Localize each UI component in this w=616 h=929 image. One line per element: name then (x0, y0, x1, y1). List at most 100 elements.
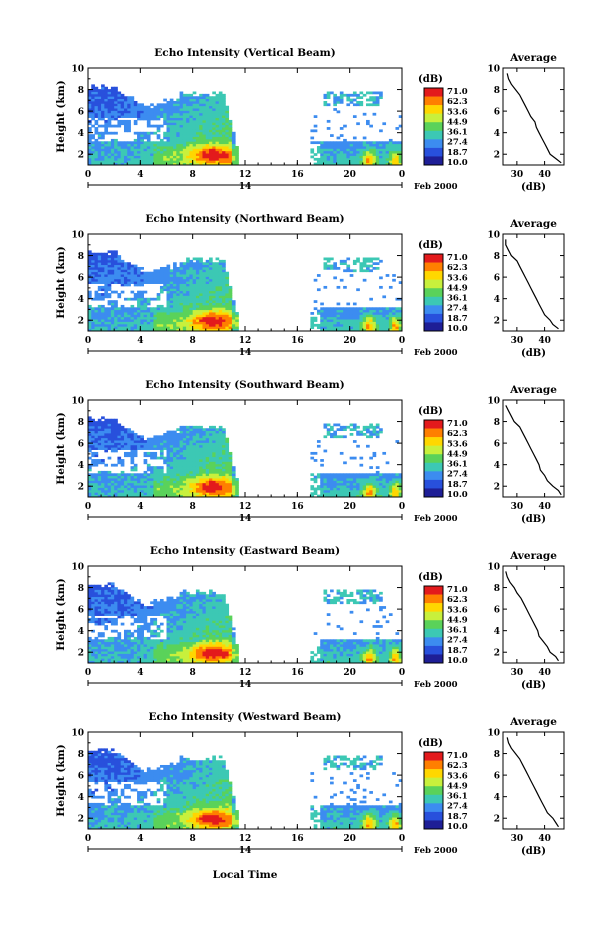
heatmap-cell (179, 285, 184, 289)
heatmap-cell (146, 153, 151, 156)
heatmap-cell (398, 323, 403, 327)
heatmap-cell (107, 264, 112, 268)
heatmap-cell (169, 162, 174, 166)
date-label: Feb 2000 (414, 348, 458, 358)
heatmap-cell (212, 461, 216, 465)
heatmap-cell (114, 250, 118, 254)
heatmap-cell (372, 425, 377, 429)
heatmap-cell (222, 293, 226, 296)
heatmap-cell (225, 293, 230, 296)
heatmap-cell (163, 122, 167, 126)
heatmap-cell (372, 155, 377, 159)
heatmap-cell (222, 470, 226, 474)
heatmap-cell (107, 326, 112, 330)
heatmap-cell (209, 432, 213, 436)
heatmap-cell (369, 143, 373, 147)
heatmap-cell (182, 141, 187, 145)
heatmap-cell (176, 293, 180, 296)
heatmap-cell (137, 437, 141, 441)
heatmap-cell (316, 444, 321, 448)
heatmap-cell (101, 461, 105, 465)
heatmap-cell (120, 428, 125, 432)
heatmap-cell (209, 468, 213, 472)
heatmap-cell (104, 283, 109, 287)
heatmap-cell (199, 115, 203, 118)
heatmap-cell (343, 153, 347, 156)
heatmap-cell (146, 119, 151, 123)
heatmap-cell (130, 105, 135, 109)
heatmap-cell (114, 323, 118, 327)
heatmap-cell (159, 153, 164, 156)
heatmap-cell (146, 134, 151, 137)
heatmap-cell (186, 105, 190, 109)
heatmap-cell (231, 478, 236, 481)
heatmap-cell (88, 304, 92, 308)
heatmap-cell (182, 473, 187, 477)
heatmap-cell (372, 314, 377, 318)
heatmap-cell (339, 98, 344, 102)
heatmap-cell (205, 323, 210, 327)
heatmap-cell (202, 162, 207, 166)
heatmap-cell (320, 494, 324, 498)
heatmap-cell (369, 425, 373, 429)
heatmap-cell (127, 276, 131, 280)
heatmap-cell (222, 129, 226, 133)
heatmap-cell (313, 115, 318, 118)
heatmap-cell (369, 264, 373, 268)
heatmap-cell (140, 271, 144, 275)
heatmap-cell (218, 473, 223, 477)
heatmap-cell (316, 146, 321, 149)
heatmap-cell (179, 447, 184, 450)
heatmap-cell (156, 110, 161, 114)
heatmap-cell (117, 141, 122, 145)
heatmap-cell (137, 444, 141, 448)
heatmap-cell (189, 153, 194, 156)
heatmap-cell (379, 314, 383, 318)
heatmap-cell (372, 326, 377, 330)
heatmap-cell (91, 155, 95, 159)
day-label: 14 (239, 514, 252, 524)
heatmap-cell (156, 108, 161, 111)
heatmap-cell (97, 418, 102, 422)
heatmap-cell (130, 430, 135, 434)
heatmap-cell (186, 430, 190, 434)
heatmap-cell (333, 160, 337, 164)
heatmap-cell (176, 269, 180, 273)
heatmap-cell (333, 323, 337, 327)
heatmap-cell (333, 316, 337, 320)
heatmap-cell (215, 309, 220, 313)
heatmap-cell (120, 100, 125, 104)
heatmap-cell (150, 307, 154, 311)
heatmap-cell (330, 312, 334, 315)
heatmap-cell (209, 435, 213, 439)
heatmap-cell (110, 110, 115, 114)
heatmap-cell (173, 155, 177, 159)
heatmap-cell (326, 482, 331, 486)
heatmap-cell (176, 326, 180, 330)
heatmap-cell (209, 444, 213, 448)
heatmap-cell (356, 321, 360, 325)
heatmap-cell (94, 309, 99, 313)
heatmap-cell (140, 105, 144, 109)
heatmap-cell (199, 110, 203, 114)
heatmap-cell (130, 103, 135, 107)
heatmap-cell (104, 100, 109, 104)
heatmap-cell (323, 475, 328, 479)
heatmap-cell (88, 449, 92, 453)
heatmap-cell (362, 153, 367, 156)
heatmap-cell (349, 93, 354, 97)
heatmap-cell (143, 153, 148, 156)
heatmap-cell (205, 470, 210, 474)
heatmap-cell (375, 328, 380, 332)
profile-x-tick-label: 40 (538, 502, 551, 512)
heatmap-cell (330, 478, 334, 481)
heatmap-cell (352, 153, 357, 156)
heatmap-cell (222, 285, 226, 289)
heatmap-cell (202, 129, 207, 133)
heatmap-cell (228, 456, 233, 460)
heatmap-cell (195, 141, 200, 145)
heatmap-cell (228, 155, 233, 159)
heatmap-cell (123, 492, 128, 496)
x-tick-label: 12 (239, 170, 252, 180)
heatmap-cell (186, 456, 190, 460)
